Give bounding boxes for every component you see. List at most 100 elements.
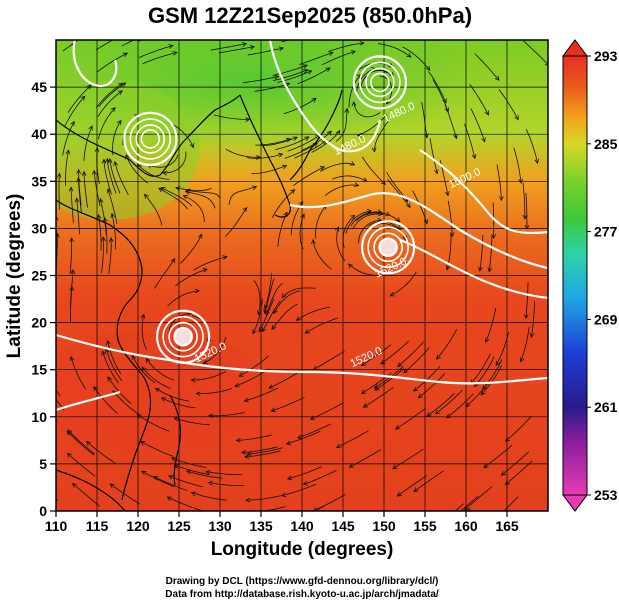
streamline-arrow: [290, 189, 296, 194]
streamline: [287, 134, 320, 152]
streamline-arrow: [96, 214, 102, 220]
streamline: [284, 142, 318, 159]
streamline-arrow: [234, 382, 240, 388]
streamline-arrow: [245, 117, 251, 122]
streamline-arrow: [140, 440, 146, 446]
streamline: [180, 234, 202, 264]
y-tick-label: 10: [31, 409, 47, 425]
streamline: [313, 505, 325, 511]
x-axis-label: Longitude (degrees): [211, 539, 394, 560]
streamline: [86, 441, 116, 464]
x-tick-label: 150: [372, 518, 396, 534]
streamline-arrow: [498, 195, 504, 202]
streamline: [101, 237, 104, 274]
streamline-arrow: [160, 187, 166, 192]
streamline: [98, 214, 102, 251]
cyclone-ring: [365, 67, 395, 98]
colorbar-ticks: 293 285 277 269 261 253: [587, 48, 618, 503]
streamline: [109, 158, 121, 194]
cyclone-ring: [378, 237, 398, 258]
streamline-arrow: [286, 475, 293, 481]
streamline-arrow: [70, 268, 76, 274]
streamline-arrow: [446, 413, 452, 419]
streamline-arrow: [261, 327, 267, 333]
streamline: [447, 200, 453, 237]
streamline: [67, 453, 96, 477]
streamline: [357, 114, 387, 136]
streamline: [66, 430, 95, 456]
streamline-arrow: [285, 82, 291, 87]
streamline-arrow: [145, 357, 151, 363]
streamline: [429, 138, 438, 174]
streamline: [374, 368, 405, 391]
x-tick-label: 165: [495, 518, 519, 534]
streamline: [392, 448, 424, 469]
streamline: [140, 440, 174, 457]
streamline: [107, 188, 118, 224]
cyclone-ring: [162, 315, 204, 358]
streamline-arrow: [167, 475, 174, 480]
streamline-arrow: [281, 164, 288, 170]
cyclone-ring: [359, 61, 401, 104]
streamline-arrow: [116, 119, 122, 126]
streamline: [83, 171, 88, 208]
streamline: [247, 47, 284, 56]
streamline: [208, 412, 245, 417]
streamline: [363, 386, 394, 408]
streamline: [350, 211, 382, 227]
streamline: [446, 393, 474, 419]
streamline: [520, 326, 530, 362]
x-tick-label: 135: [249, 518, 273, 534]
streamline: [305, 317, 339, 334]
streamline: [421, 102, 428, 138]
streamline-arrow: [449, 232, 455, 238]
streamline-arrow: [453, 134, 458, 140]
streamline-arrow: [359, 40, 365, 46]
streamline: [175, 187, 212, 191]
streamline: [225, 207, 248, 237]
streamline: [69, 238, 72, 275]
colorbar-tick-label: 285: [594, 136, 618, 152]
streamline: [247, 447, 283, 455]
streamline-arrow: [263, 308, 268, 315]
cyclone-markers: [123, 55, 416, 364]
streamline-arrow: [76, 168, 81, 175]
streamline: [246, 153, 283, 159]
streamline-arrow: [373, 384, 380, 389]
streamline-arrow: [110, 107, 116, 113]
streamline-arrow: [304, 329, 310, 334]
streamline: [62, 121, 75, 156]
streamline: [144, 194, 163, 226]
streamline-arrow: [273, 308, 278, 315]
streamline-arrow: [168, 44, 174, 49]
streamline-arrow: [281, 293, 287, 299]
streamline: [236, 434, 272, 441]
streamline: [374, 119, 390, 152]
streamline-arrow: [524, 224, 530, 230]
y-tick-label: 15: [31, 362, 47, 378]
streamline-arrow: [491, 234, 497, 240]
streamline: [97, 90, 123, 118]
x-tick-label: 125: [167, 518, 191, 534]
cyclone-ring: [123, 111, 178, 167]
colorbar-tick-label: 293: [594, 48, 618, 64]
streamline-arrow: [304, 136, 310, 141]
streamline-arrow: [307, 70, 313, 75]
y-tick-label: 20: [31, 315, 47, 331]
wind-streamlines: [56, 40, 548, 511]
streamline-arrow: [56, 172, 62, 178]
streamline: [98, 107, 116, 140]
streamline: [203, 336, 227, 364]
streamline-arrow: [350, 50, 357, 55]
streamline-arrow: [417, 393, 423, 399]
streamline-arrow: [296, 434, 303, 439]
colorbar-tick-label: 277: [594, 224, 618, 240]
streamline-arrow: [480, 390, 486, 396]
streamline-arrow: [108, 236, 114, 243]
streamline-arrow: [350, 214, 356, 220]
cyclone-center: [352, 55, 407, 110]
streamline-arrow: [85, 440, 92, 446]
streamline-arrow: [88, 125, 93, 131]
streamline: [191, 371, 227, 381]
